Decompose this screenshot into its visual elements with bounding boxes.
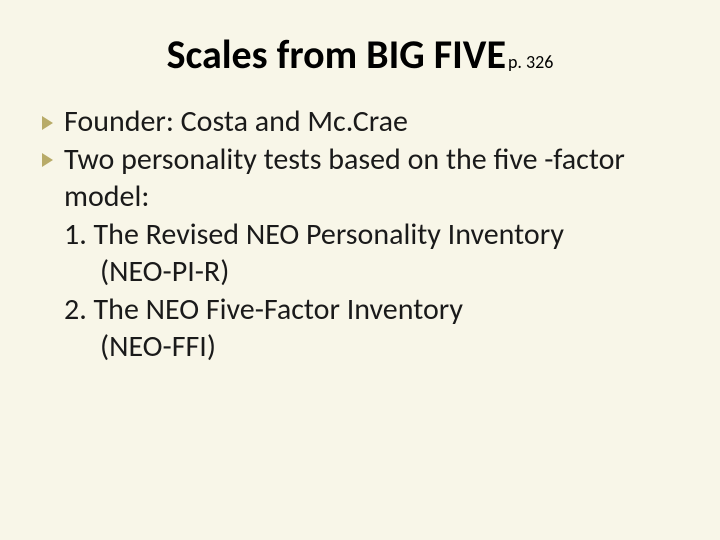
bullet-tests: Two personality tests based on the five …	[40, 141, 680, 216]
slide: Scales from BIG FIVEp. 326 Founder: Cost…	[0, 0, 720, 540]
bullet-founder: Founder: Costa and Mc.Crae	[40, 103, 680, 141]
numbered-item-1-abbrev: (NEO-PI-R)	[40, 253, 680, 291]
numbered-item-2: 2. The NEO Five-Factor Inventory	[40, 291, 680, 329]
slide-title: Scales from BIG FIVE	[167, 30, 506, 79]
page-reference: p. 326	[508, 51, 553, 73]
numbered-item-2-abbrev: (NEO-FFI)	[40, 328, 680, 366]
title-block: Scales from BIG FIVEp. 326	[40, 30, 680, 79]
numbered-item-1: 1. The Revised NEO Personality Inventory	[40, 216, 680, 254]
content-body: Founder: Costa and Mc.Crae Two personali…	[40, 103, 680, 366]
